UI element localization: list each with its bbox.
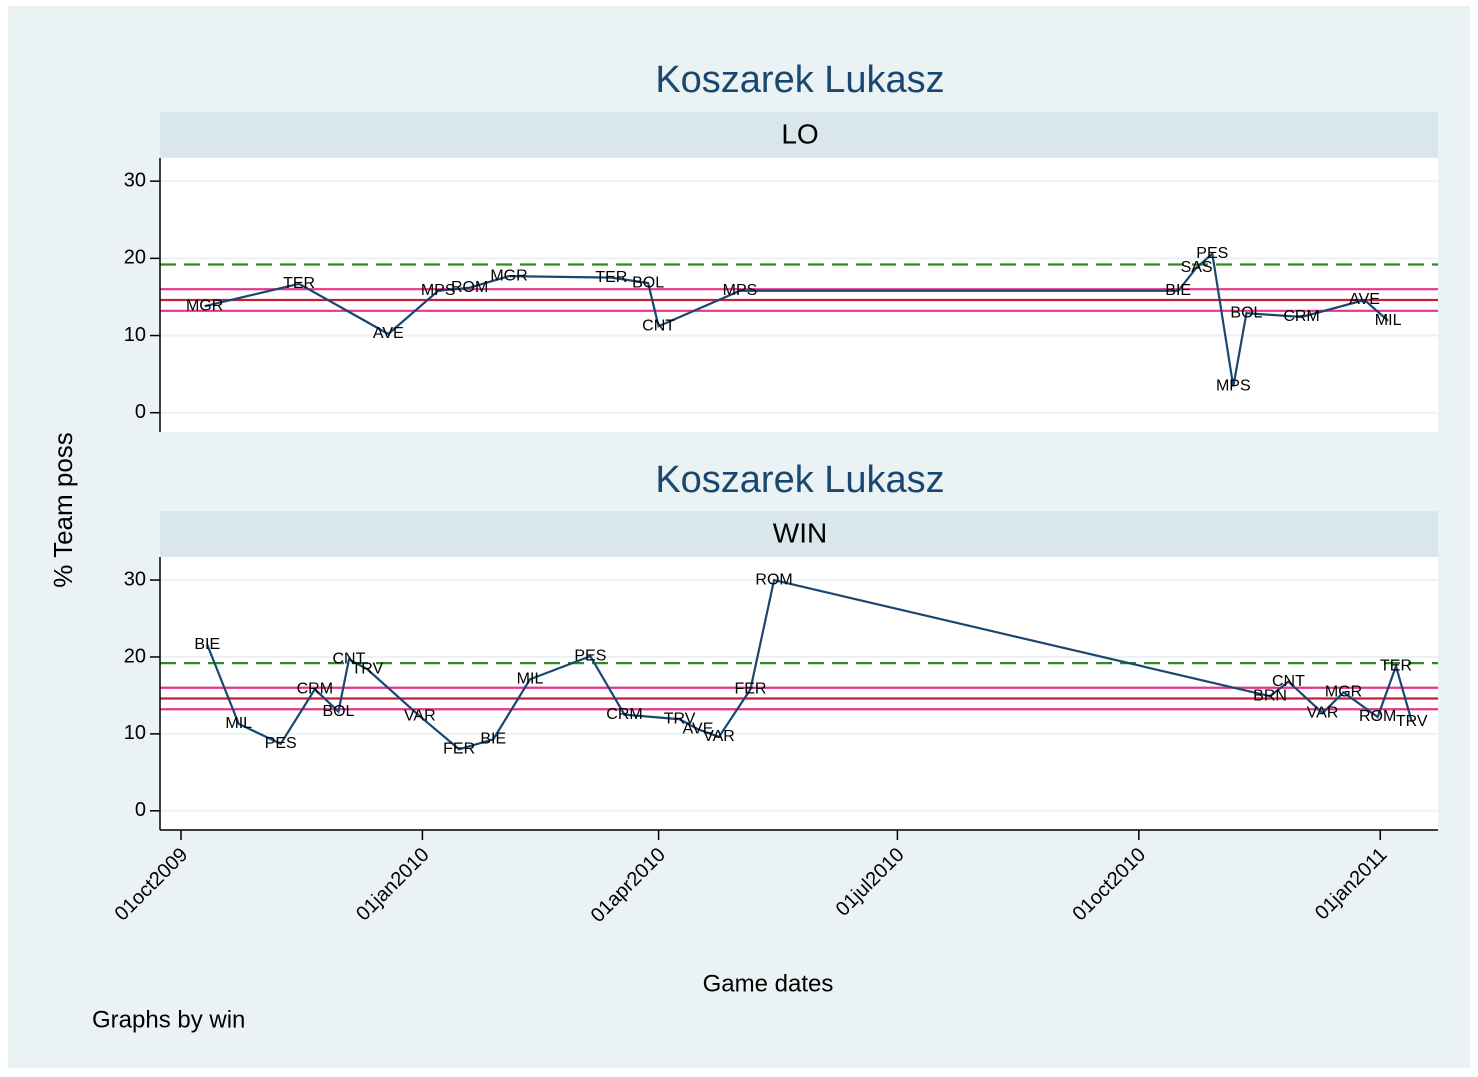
point-label: AVE (683, 720, 714, 737)
plot-area (160, 557, 1438, 830)
point-label: TER (283, 275, 315, 292)
point-label: CRM (1283, 308, 1319, 325)
point-label: CNT (642, 317, 675, 334)
point-label: ROM (755, 571, 792, 588)
point-label: PES (574, 647, 606, 664)
y-tick-label: 10 (124, 722, 146, 744)
strip (160, 511, 1438, 557)
point-label: PES (1196, 245, 1228, 262)
point-label: TRV (1396, 713, 1428, 730)
point-label: AVE (1349, 291, 1380, 308)
point-label: MPS (723, 282, 758, 299)
point-label: MGR (186, 297, 223, 314)
point-label: CRM (297, 680, 333, 697)
point-label: MGR (1325, 684, 1362, 701)
y-tick-label: 20 (124, 645, 146, 667)
point-label: BRN (1253, 687, 1287, 704)
panel-title: Koszarek Lukasz (655, 459, 944, 501)
point-label: MIL (225, 715, 252, 732)
y-tick-label: 30 (124, 568, 146, 590)
note: Graphs by win (92, 1006, 245, 1033)
point-label: BOL (322, 703, 354, 720)
point-label: BIE (480, 730, 506, 747)
point-label: ROM (1359, 708, 1396, 725)
point-label: FER (734, 680, 766, 697)
point-label: MIL (1375, 312, 1402, 329)
y-tick-label: 20 (124, 247, 146, 269)
point-label: CRM (606, 706, 642, 723)
point-label: CNT (332, 650, 365, 667)
line (204, 251, 1389, 387)
point-label: MIL (517, 670, 544, 687)
point-label: VAR (404, 707, 436, 724)
point-label: SAS (1181, 259, 1213, 276)
y-tick-label: 30 (124, 169, 146, 191)
strip (160, 112, 1438, 158)
point-label: MGR (490, 267, 527, 284)
y-tick-label: 10 (124, 324, 146, 346)
y-tick-label: 0 (135, 401, 146, 423)
panel-title: Koszarek Lukasz (655, 59, 944, 101)
point-label: FER (443, 740, 475, 757)
point-label: MPS (1216, 378, 1251, 395)
y-tick-label: 0 (135, 799, 146, 821)
point-label: TER (1380, 657, 1412, 674)
plot-area (160, 158, 1438, 432)
strip-label: WIN (773, 517, 827, 548)
point-label: TRV (664, 710, 696, 727)
point-label: VAR (1307, 704, 1339, 721)
line (206, 578, 1413, 751)
point-label: CNT (1272, 673, 1305, 690)
point-label: BOL (632, 274, 664, 291)
point-label: TRV (351, 660, 383, 677)
point-label: VAR (703, 728, 735, 745)
point-label: TER (595, 269, 627, 286)
point-label: BIE (194, 636, 220, 653)
point-label: BOL (1230, 304, 1262, 321)
point-label: MPS (421, 282, 456, 299)
point-label: ROM (451, 279, 488, 296)
x-axis-label: Game dates (703, 970, 834, 997)
y-axis-label: % Team poss (48, 432, 78, 588)
strip-label: LO (781, 118, 818, 149)
point-label: AVE (373, 325, 404, 342)
point-label: PES (265, 735, 297, 752)
point-label: BIE (1165, 282, 1191, 299)
